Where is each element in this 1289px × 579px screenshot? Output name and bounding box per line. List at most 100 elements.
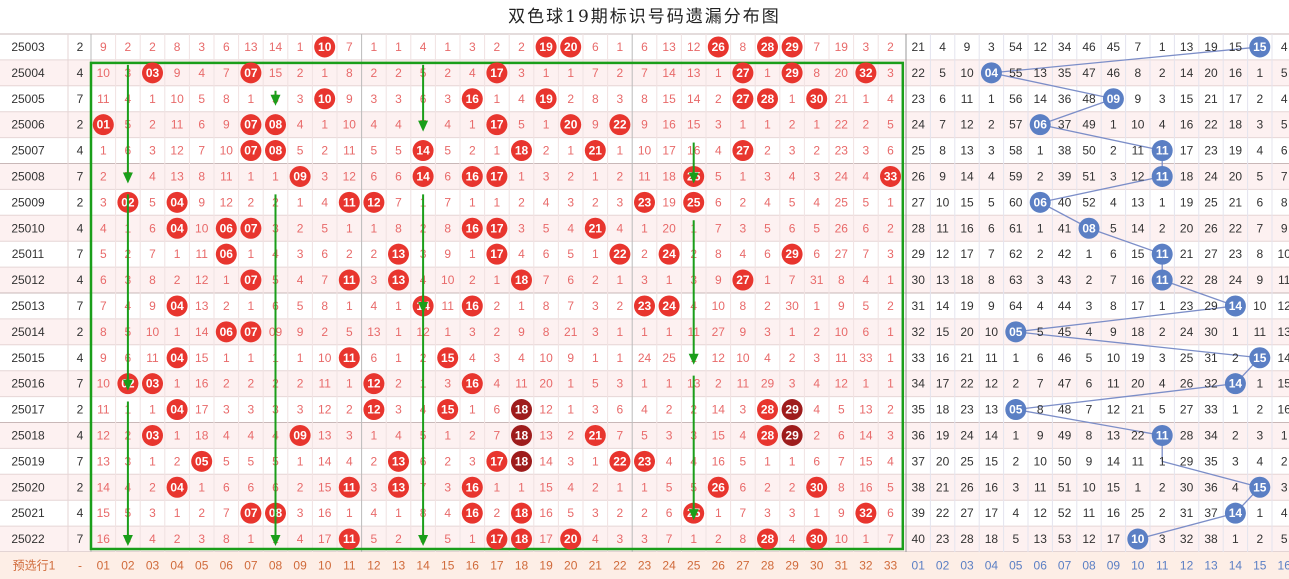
red-ball [658, 295, 680, 317]
blue-omission-value: 13 [1180, 40, 1194, 54]
blue-omission-value: 15 [960, 195, 974, 209]
blue-omission-value: 37 [912, 454, 926, 468]
issue-label: 25019 [11, 454, 45, 468]
omission-value: 4 [592, 532, 599, 546]
omission-value: 7 [395, 195, 402, 209]
omission-value: 3 [198, 532, 205, 546]
omission-value: 1 [592, 169, 599, 183]
row-background [0, 163, 1289, 190]
omission-value: 24 [638, 351, 652, 365]
omission-value: 2 [371, 247, 378, 261]
blue-number-header: 15 [1253, 559, 1267, 573]
omission-value: 5 [444, 532, 451, 546]
blue-omission-value: 38 [1204, 532, 1218, 546]
blue-omission-value: 6 [1281, 144, 1288, 158]
red-ball-label: 16 [466, 480, 480, 494]
omission-value: 1 [690, 532, 697, 546]
omission-value: 8 [592, 92, 599, 106]
omission-value: 2 [223, 377, 230, 391]
omission-value: 1 [887, 377, 894, 391]
omission-value: 12 [170, 144, 184, 158]
omission-value: 3 [469, 454, 476, 468]
omission-value: 10 [539, 351, 553, 365]
omission-value: 9 [174, 66, 181, 80]
red-ball-label: 29 [785, 428, 799, 442]
omission-value: 3 [469, 40, 476, 54]
omission-value: 1 [543, 66, 550, 80]
blue-omission-value: 37 [1204, 506, 1218, 520]
red-ball-label: 23 [638, 299, 652, 313]
red-ball-label: 21 [589, 144, 603, 158]
red-ball-label: 12 [367, 403, 381, 417]
red-ball [609, 243, 631, 265]
blue-omission-value: 17 [936, 377, 950, 391]
omission-value: 4 [764, 195, 771, 209]
red-ball [388, 269, 409, 291]
omission-value: 2 [469, 144, 476, 158]
blue-omission-value: 14 [960, 169, 974, 183]
blue-omission-value: 48 [1058, 403, 1072, 417]
blue-ball-label: 09 [1107, 92, 1121, 106]
omission-value: 11 [97, 403, 110, 417]
omission-value: 2 [887, 40, 894, 54]
omission-value: 1 [395, 506, 402, 520]
red-ball [757, 528, 778, 550]
omission-value: 3 [371, 273, 378, 287]
blue-omission-value: 6 [1110, 247, 1117, 261]
omission-value: 2 [395, 377, 402, 391]
red-ball [289, 165, 311, 187]
omission-value: 2 [371, 454, 378, 468]
red-ball [560, 528, 582, 550]
red-ball [437, 399, 459, 421]
omission-value: 2 [764, 480, 771, 494]
red-ball [781, 424, 803, 446]
blue-number-header: 12 [1180, 559, 1194, 573]
omission-value: 20 [662, 221, 676, 235]
omission-value: 7 [149, 247, 156, 261]
blue-omission-value: 24 [912, 118, 926, 132]
omission-value: 3 [149, 144, 156, 158]
omission-value: 2 [174, 273, 181, 287]
omission-value: 2 [887, 403, 894, 417]
blue-omission-value: 64 [1009, 299, 1023, 313]
omission-value: 14 [539, 454, 553, 468]
omission-value: 1 [248, 299, 255, 313]
blue-omission-value: 1 [1012, 351, 1019, 365]
omission-value: 2 [248, 377, 255, 391]
omission-value: 3 [813, 351, 820, 365]
blue-omission-value: 14 [1107, 454, 1121, 468]
red-ball-label: 16 [466, 92, 480, 106]
red-ball [781, 243, 803, 265]
blue-omission-value: 23 [1229, 247, 1243, 261]
blue-omission-value: 52 [1082, 195, 1096, 209]
omission-value: 13 [367, 325, 381, 339]
blue-trend-line [991, 46, 1262, 540]
blue-omission-value: 3 [1110, 169, 1117, 183]
omission-value: 9 [100, 40, 107, 54]
omission-value: 1 [764, 66, 771, 80]
omission-value: 2 [297, 66, 304, 80]
omission-value: 7 [592, 66, 599, 80]
omission-value: 4 [297, 532, 304, 546]
red-ball-label: 01 [97, 118, 111, 132]
red-ball [732, 62, 754, 84]
red-ball-label: 15 [441, 351, 455, 365]
omission-value: 2 [444, 66, 451, 80]
blue-omission-value: 40 [912, 532, 926, 546]
red-ball-label: 07 [244, 66, 258, 80]
omission-value: 4 [444, 118, 451, 132]
blue-omission-value: 30 [1204, 325, 1218, 339]
blue-ball-label: 08 [1082, 221, 1096, 235]
blue-omission-value: 1 [1256, 66, 1263, 80]
red-number-header: 31 [835, 559, 849, 573]
blue-omission-value: 3 [1256, 428, 1263, 442]
omission-value: 1 [174, 247, 181, 261]
row-background [0, 267, 1289, 293]
span-value: 2 [77, 118, 84, 132]
span-value: 4 [77, 273, 84, 287]
span-value: 7 [77, 532, 84, 546]
omission-value: 1 [198, 480, 205, 494]
red-ball [781, 36, 803, 58]
omission-value: 6 [444, 169, 451, 183]
